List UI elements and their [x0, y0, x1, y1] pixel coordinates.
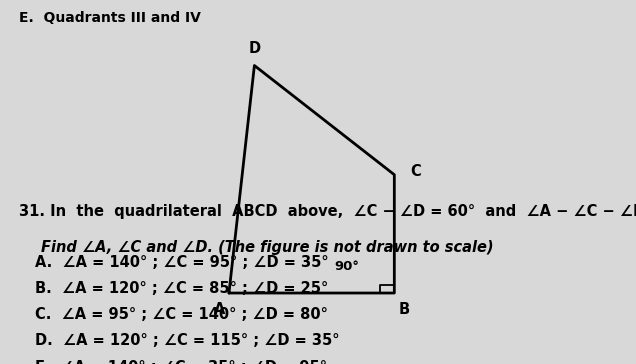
Text: E.  Quadrants III and IV: E. Quadrants III and IV: [19, 11, 201, 25]
Text: A: A: [214, 302, 225, 317]
Text: A.  ∠A = 140° ; ∠C = 95° ; ∠D = 35°: A. ∠A = 140° ; ∠C = 95° ; ∠D = 35°: [35, 255, 329, 270]
Text: D: D: [248, 41, 261, 56]
Text: D.  ∠A = 120° ; ∠C = 115° ; ∠D = 35°: D. ∠A = 120° ; ∠C = 115° ; ∠D = 35°: [35, 333, 340, 348]
Text: B.  ∠A = 120° ; ∠C = 85° ; ∠D = 25°: B. ∠A = 120° ; ∠C = 85° ; ∠D = 25°: [35, 281, 328, 296]
Text: 90°: 90°: [334, 260, 359, 273]
Text: C: C: [410, 163, 421, 179]
Text: C.  ∠A = 95° ; ∠C = 140° ; ∠D = 80°: C. ∠A = 95° ; ∠C = 140° ; ∠D = 80°: [35, 307, 328, 322]
Text: B: B: [398, 302, 410, 317]
Text: E.  ∠A = 140° ; ∠C = 35° ; ∠D = 95°: E. ∠A = 140° ; ∠C = 35° ; ∠D = 95°: [35, 360, 327, 364]
Text: 31. In  the  quadrilateral  ABCD  above,  ∠C − ∠D = 60°  and  ∠A − ∠C − ∠D = 10°: 31. In the quadrilateral ABCD above, ∠C …: [19, 204, 636, 219]
Text: Find ∠A, ∠C and ∠D. (The figure is not drawn to scale): Find ∠A, ∠C and ∠D. (The figure is not d…: [41, 240, 494, 255]
